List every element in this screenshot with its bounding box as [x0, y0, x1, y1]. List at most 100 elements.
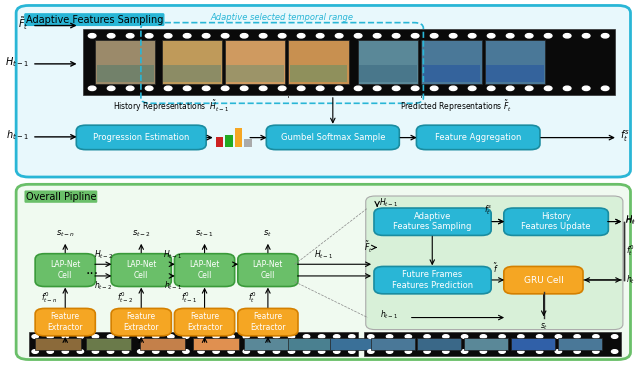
Text: ...: ... [86, 263, 99, 277]
Circle shape [349, 350, 355, 353]
Circle shape [152, 350, 159, 353]
Circle shape [602, 34, 609, 38]
Circle shape [243, 335, 250, 338]
Circle shape [506, 86, 514, 91]
Circle shape [574, 335, 580, 338]
Circle shape [168, 350, 174, 353]
Text: $f_{t-2}^0$: $f_{t-2}^0$ [117, 290, 134, 305]
Circle shape [108, 34, 115, 38]
Circle shape [88, 34, 96, 38]
FancyBboxPatch shape [35, 254, 95, 287]
Circle shape [373, 34, 381, 38]
Circle shape [468, 86, 476, 91]
Circle shape [32, 335, 38, 338]
Circle shape [32, 350, 38, 353]
Circle shape [412, 86, 419, 91]
Circle shape [582, 34, 590, 38]
Bar [235, 128, 243, 147]
Text: $s_{t-n}$: $s_{t-n}$ [56, 228, 75, 239]
Circle shape [387, 350, 393, 353]
Circle shape [289, 335, 294, 338]
Circle shape [424, 335, 430, 338]
Text: Gumbel Softmax Sample: Gumbel Softmax Sample [280, 133, 385, 142]
Bar [365, 332, 621, 356]
FancyBboxPatch shape [175, 254, 235, 287]
Circle shape [122, 350, 129, 353]
FancyBboxPatch shape [111, 254, 172, 287]
Circle shape [367, 335, 374, 338]
Circle shape [198, 350, 204, 353]
Text: $H_{t-2}$: $H_{t-2}$ [93, 248, 113, 261]
Circle shape [536, 350, 543, 353]
Bar [216, 137, 223, 147]
Circle shape [62, 335, 68, 338]
Text: Adaptive
Features Sampling: Adaptive Features Sampling [394, 212, 472, 231]
Circle shape [373, 86, 381, 91]
Circle shape [593, 335, 599, 338]
Bar [485, 40, 545, 84]
Circle shape [480, 335, 486, 338]
Circle shape [545, 86, 552, 91]
Circle shape [430, 34, 438, 38]
Text: $f_t^s$: $f_t^s$ [620, 128, 629, 144]
Text: $\tilde{F}_t$: $\tilde{F}_t$ [18, 15, 29, 32]
Bar [83, 29, 614, 95]
Text: Progression Estimation: Progression Estimation [93, 133, 189, 142]
Circle shape [319, 335, 325, 338]
Circle shape [183, 335, 189, 338]
Circle shape [88, 86, 96, 91]
Bar [371, 338, 415, 350]
Circle shape [582, 86, 590, 91]
Bar [97, 65, 154, 82]
Circle shape [138, 350, 144, 353]
Text: Feature Aggregation: Feature Aggregation [435, 133, 522, 142]
FancyBboxPatch shape [504, 208, 609, 235]
Circle shape [461, 350, 468, 353]
Text: Feature
Extractor: Feature Extractor [124, 312, 159, 332]
Text: Adaptive selected temporal range: Adaptive selected temporal range [211, 13, 354, 22]
Text: LAP-Net
Cell: LAP-Net Cell [126, 260, 156, 280]
Circle shape [333, 350, 340, 353]
Bar [35, 338, 81, 350]
Text: $h_{t-2}$: $h_{t-2}$ [94, 280, 113, 292]
Circle shape [213, 335, 220, 338]
Circle shape [258, 350, 264, 353]
Circle shape [355, 34, 362, 38]
Circle shape [468, 34, 476, 38]
Circle shape [316, 34, 324, 38]
Circle shape [349, 335, 355, 338]
Bar [511, 338, 555, 350]
Text: $H_t$: $H_t$ [625, 215, 636, 227]
Text: Predicted Representations $\tilde{F}_t$: Predicted Representations $\tilde{F}_t$ [400, 99, 513, 114]
FancyBboxPatch shape [175, 308, 235, 336]
FancyBboxPatch shape [111, 308, 172, 336]
Text: $f_t^s$: $f_t^s$ [484, 204, 492, 217]
Circle shape [392, 86, 400, 91]
Circle shape [241, 86, 248, 91]
Text: $f_{t-n}^0$: $f_{t-n}^0$ [41, 290, 58, 305]
Text: Feature
Extractor: Feature Extractor [250, 312, 285, 332]
Text: LAP-Net
Cell: LAP-Net Cell [189, 260, 220, 280]
Circle shape [430, 86, 438, 91]
Circle shape [405, 350, 412, 353]
Bar [557, 338, 602, 350]
Bar [163, 65, 221, 82]
Text: GRU Cell: GRU Cell [524, 276, 563, 285]
FancyBboxPatch shape [504, 266, 583, 294]
Circle shape [228, 350, 234, 353]
Circle shape [168, 335, 174, 338]
Circle shape [273, 350, 280, 353]
Circle shape [213, 350, 220, 353]
Circle shape [449, 34, 457, 38]
Circle shape [487, 86, 495, 91]
Text: $s_t$: $s_t$ [264, 228, 273, 239]
Bar [244, 338, 290, 350]
Circle shape [303, 335, 310, 338]
Circle shape [126, 86, 134, 91]
Circle shape [563, 86, 571, 91]
Circle shape [164, 86, 172, 91]
Text: $h_t$: $h_t$ [626, 274, 635, 286]
Circle shape [392, 34, 400, 38]
Circle shape [443, 335, 449, 338]
FancyBboxPatch shape [266, 125, 399, 150]
